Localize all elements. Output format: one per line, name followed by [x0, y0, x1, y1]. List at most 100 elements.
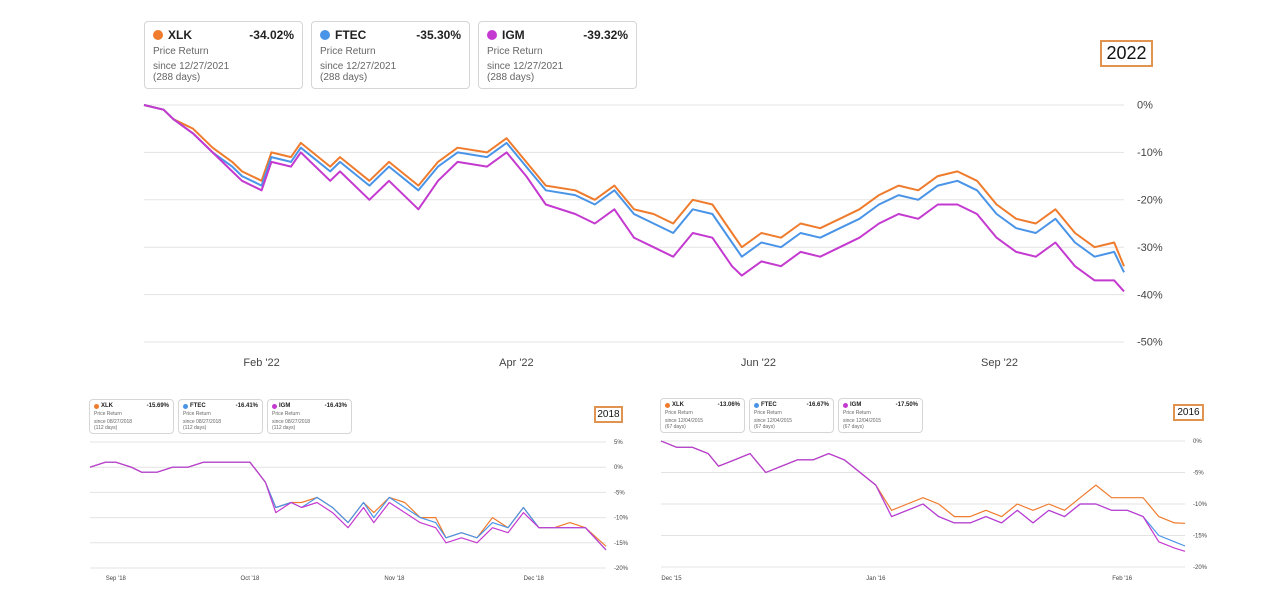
y-tick-label: -5% — [1193, 471, 1204, 477]
legend-return: -16.43% — [324, 403, 347, 409]
y-tick-label: -40% — [1137, 289, 1163, 301]
x-tick-label: Nov '18 — [384, 576, 405, 582]
legend-2022: XLK -34.02% Price Return since 12/27/2021… — [144, 21, 637, 89]
legend-ticker: IGM — [279, 403, 291, 409]
legend-card-ftec[interactable]: FTEC -16.67% Price Return since 12/04/201… — [749, 398, 834, 433]
y-tick-label: -20% — [614, 566, 629, 572]
x-tick-label: Jan '16 — [866, 576, 886, 582]
igm-dot-icon — [487, 30, 497, 40]
legend-since: since 12/27/2021 — [153, 61, 230, 72]
legend-since: since 12/04/2015 — [843, 418, 882, 424]
legend-since: since 12/04/2015 — [665, 418, 704, 424]
legend-2016: XLK -13.06% Price Return since 12/04/2015… — [660, 398, 923, 433]
year-badge: 2016 — [1173, 404, 1204, 421]
legend-ticker: XLK — [168, 28, 192, 42]
igm-dot-icon — [272, 403, 277, 409]
legend-return: -39.32% — [583, 28, 628, 42]
legend-since: since 08/27/2018 — [183, 419, 222, 425]
legend-return: -17.50% — [895, 402, 918, 408]
legend-ticker: XLK — [672, 402, 684, 408]
legend-card-igm[interactable]: IGM -16.43% Price Return since 08/27/2018… — [267, 399, 352, 434]
x-tick-label: Dec '18 — [524, 576, 545, 582]
x-tick-label: Apr '22 — [499, 357, 534, 369]
x-tick-label: Oct '18 — [241, 576, 260, 582]
y-tick-label: -10% — [1193, 502, 1208, 508]
series-line-xlk — [660, 440, 1186, 524]
legend-since: since 12/27/2021 — [320, 61, 397, 72]
legend-card-xlk[interactable]: XLK -15.69% Price Return since 08/27/2018… — [89, 399, 174, 434]
legend-ticker: IGM — [502, 28, 525, 42]
legend-days: (112 days) — [272, 425, 296, 431]
y-tick-label: -15% — [1193, 534, 1208, 540]
legend-label: Price Return — [153, 46, 209, 57]
ftec-dot-icon — [320, 30, 330, 40]
legend-days: (288 days) — [320, 72, 368, 83]
legend-label: Price Return — [665, 410, 693, 416]
legend-days: (67 days) — [665, 424, 686, 430]
y-tick-label: 5% — [614, 440, 623, 446]
legend-label: Price Return — [843, 410, 871, 416]
xlk-dot-icon — [665, 402, 670, 408]
y-tick-label: -15% — [614, 541, 629, 547]
legend-return: -35.30% — [416, 28, 461, 42]
ftec-dot-icon — [183, 403, 188, 409]
x-tick-label: Sep '18 — [106, 576, 127, 582]
legend-ticker: FTEC — [761, 402, 777, 408]
legend-label: Price Return — [272, 411, 300, 417]
y-tick-label: -50% — [1137, 337, 1163, 349]
x-tick-label: Dec '15 — [661, 576, 682, 582]
x-tick-label: Jun '22 — [741, 357, 776, 369]
series-line-igm — [660, 440, 1186, 552]
legend-days: (112 days) — [183, 425, 207, 431]
legend-ticker: FTEC — [335, 28, 367, 42]
legend-return: -34.02% — [249, 28, 294, 42]
legend-days: (288 days) — [153, 72, 201, 83]
xlk-dot-icon — [153, 30, 163, 40]
year-badge: 2022 — [1100, 40, 1153, 67]
legend-card-ftec[interactable]: FTEC -35.30% Price Return since 12/27/202… — [311, 21, 470, 89]
year-badge: 2018 — [594, 406, 623, 423]
line-chart-2022: 0% -10% -20% -30% -40% -50% Feb '22 Apr '22 Jun … — [143, 100, 1163, 369]
legend-days: (67 days) — [754, 424, 775, 430]
legend-return: -13.06% — [717, 402, 740, 408]
legend-ticker: IGM — [850, 402, 862, 408]
legend-card-igm[interactable]: IGM -39.32% Price Return since 12/27/2021… — [478, 21, 637, 89]
legend-return: -16.67% — [806, 402, 829, 408]
legend-return: -15.69% — [146, 403, 169, 409]
legend-return: -16.41% — [235, 403, 258, 409]
legend-since: since 12/27/2021 — [487, 61, 564, 72]
igm-dot-icon — [843, 402, 848, 408]
series-line-igm — [143, 104, 1125, 293]
legend-label: Price Return — [94, 411, 122, 417]
legend-days: (67 days) — [843, 424, 864, 430]
legend-label: Price Return — [754, 410, 782, 416]
xlk-dot-icon — [94, 403, 99, 409]
y-tick-label: 0% — [1193, 439, 1202, 445]
series-line-igm — [89, 461, 607, 551]
series-line-ftec — [143, 104, 1125, 273]
legend-label: Price Return — [320, 46, 376, 57]
legend-since: since 12/04/2015 — [754, 418, 793, 424]
legend-days: (112 days) — [94, 425, 118, 431]
legend-ticker: XLK — [101, 403, 113, 409]
legend-since: since 08/27/2018 — [272, 419, 311, 425]
legend-card-xlk[interactable]: XLK -34.02% Price Return since 12/27/2021… — [144, 21, 303, 89]
legend-2018: XLK -15.69% Price Return since 08/27/2018… — [89, 399, 352, 434]
y-tick-label: -20% — [1193, 565, 1208, 571]
legend-since: since 08/27/2018 — [94, 419, 133, 425]
legend-card-ftec[interactable]: FTEC -16.41% Price Return since 08/27/201… — [178, 399, 263, 434]
y-tick-label: 0% — [1137, 100, 1153, 112]
ftec-dot-icon — [754, 402, 759, 408]
legend-card-igm[interactable]: IGM -17.50% Price Return since 12/04/2015… — [838, 398, 923, 433]
x-tick-label: Feb '22 — [243, 357, 279, 369]
x-tick-label: Sep '22 — [981, 357, 1018, 369]
y-tick-label: -10% — [1137, 147, 1163, 159]
legend-card-xlk[interactable]: XLK -13.06% Price Return since 12/04/2015… — [660, 398, 745, 433]
x-tick-label: Feb '16 — [1112, 576, 1132, 582]
y-tick-label: -5% — [614, 490, 625, 496]
legend-label: Price Return — [183, 411, 211, 417]
y-tick-label: -20% — [1137, 194, 1163, 206]
legend-ticker: FTEC — [190, 403, 206, 409]
